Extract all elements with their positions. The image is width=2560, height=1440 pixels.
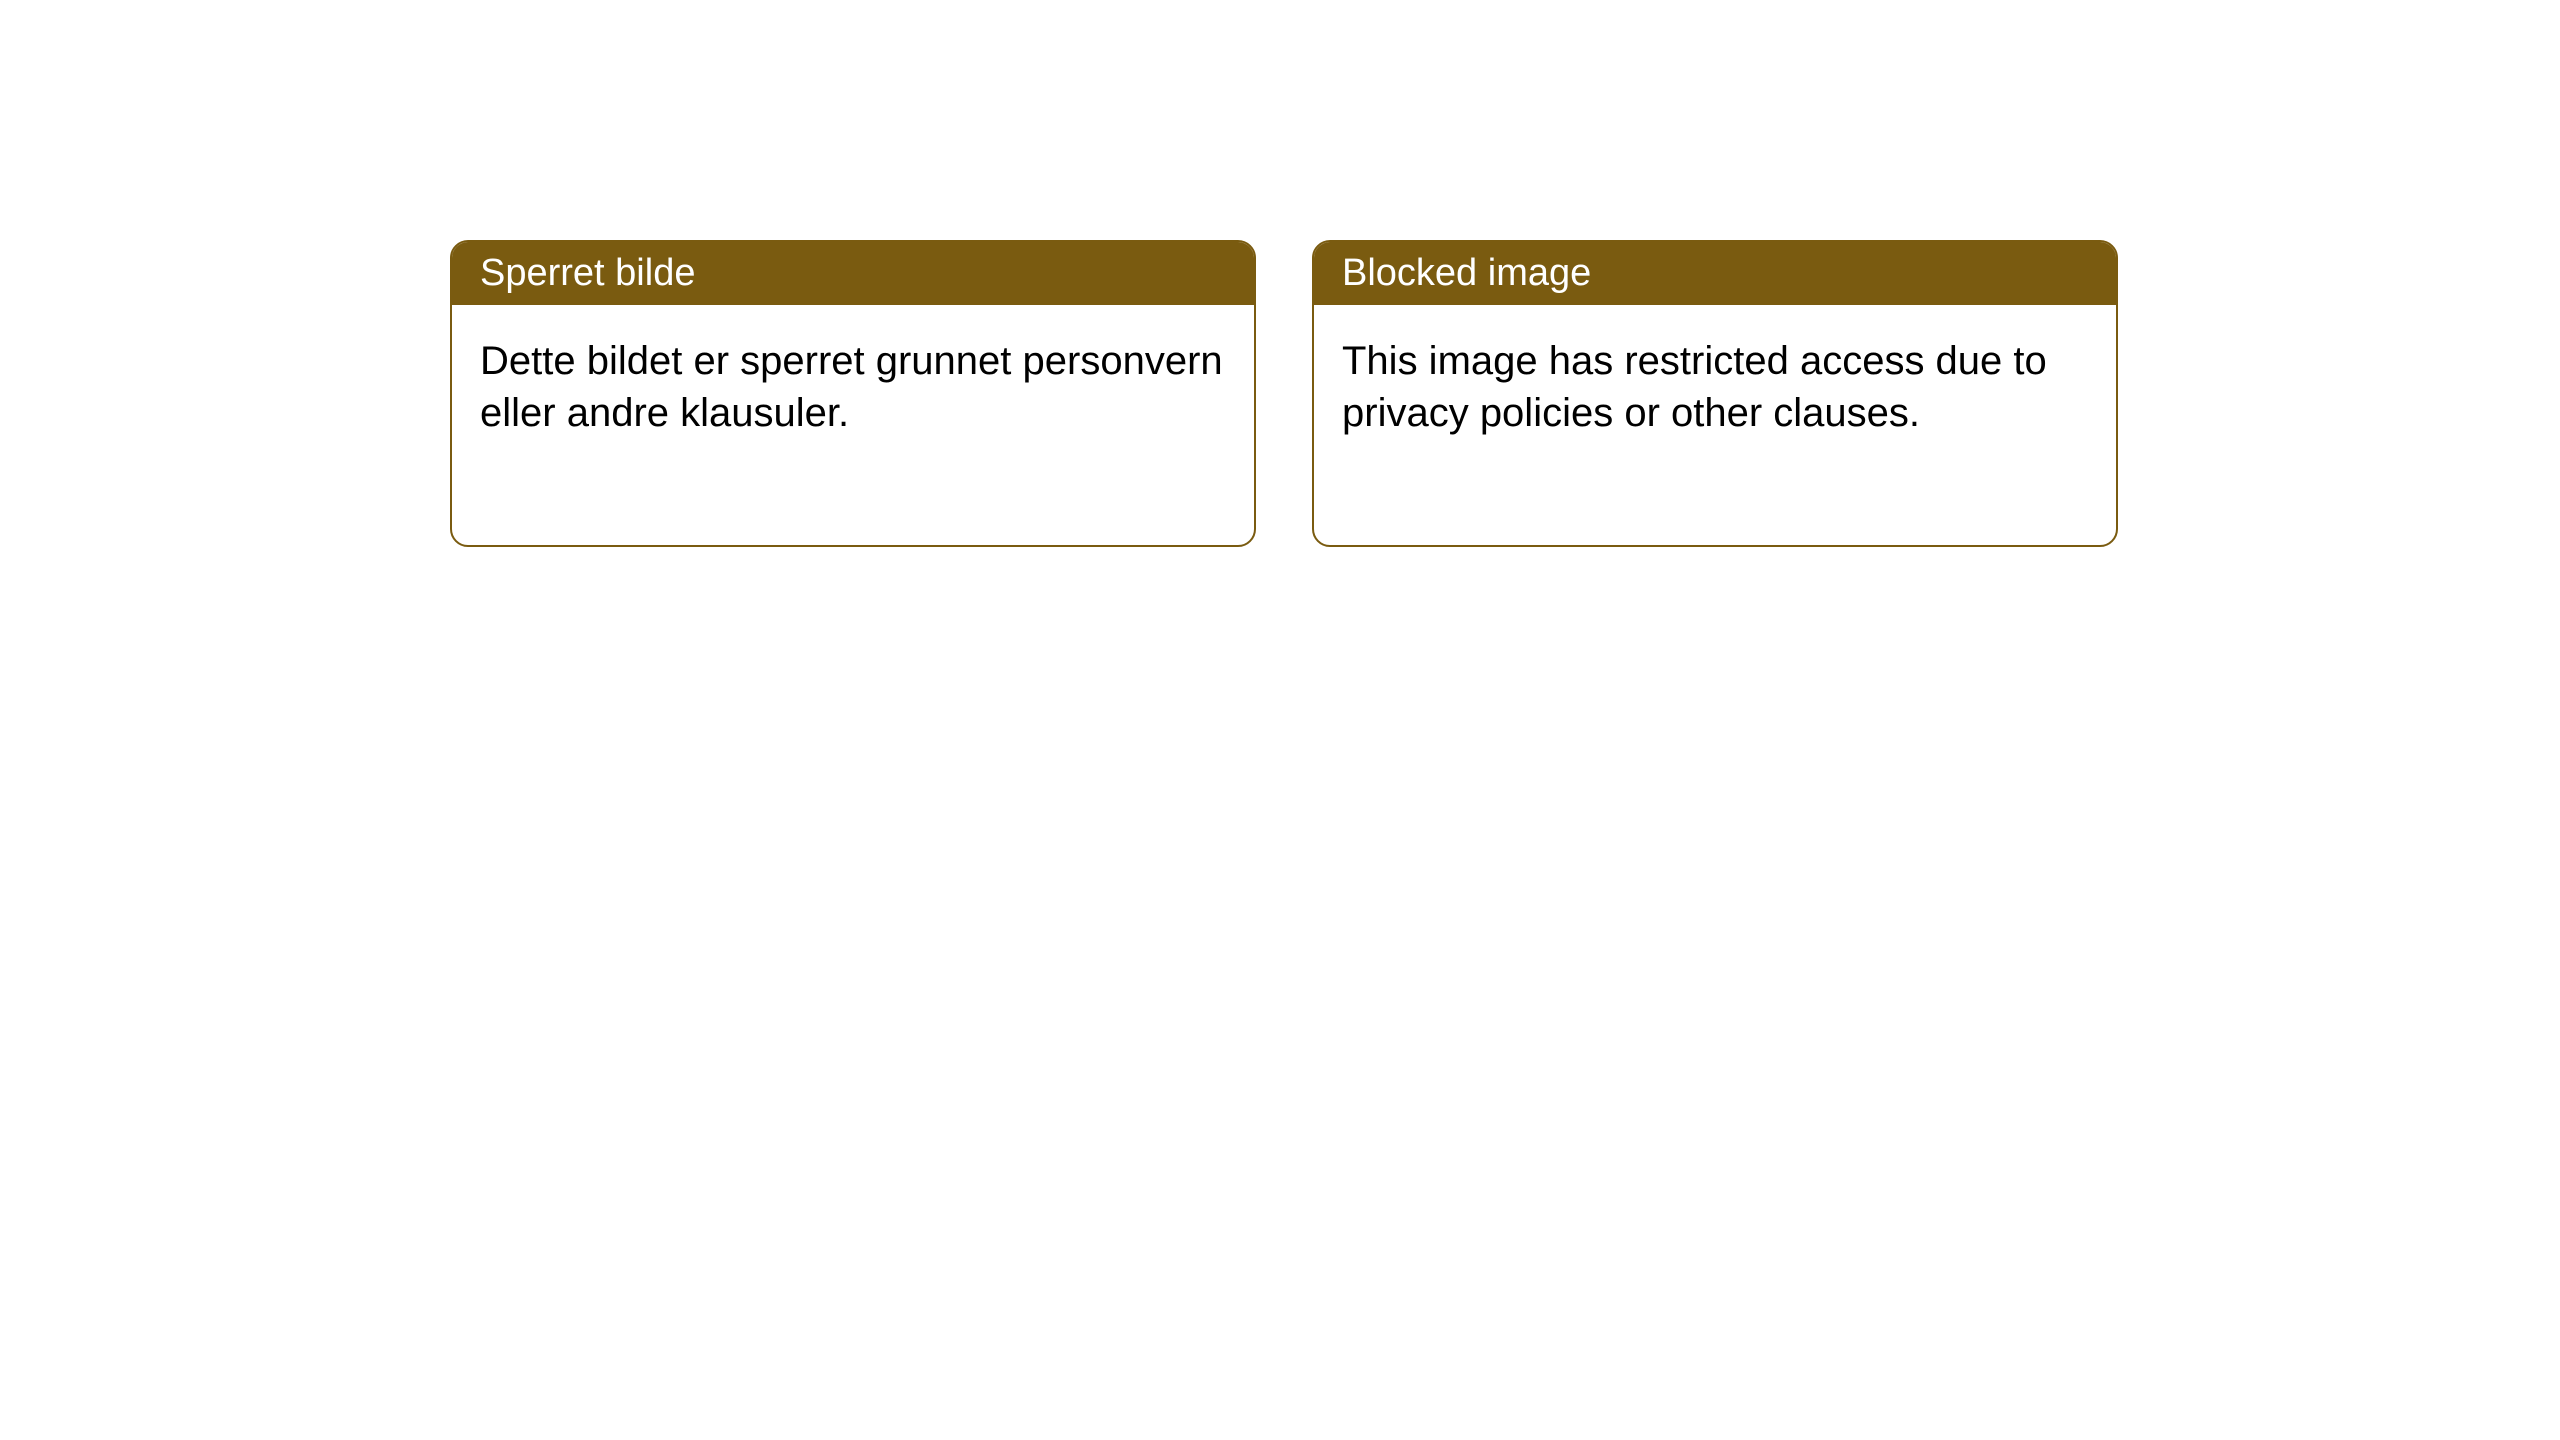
notice-card-header: Blocked image: [1314, 242, 2116, 305]
notice-card-body: This image has restricted access due to …: [1314, 305, 2116, 545]
notice-cards-container: Sperret bilde Dette bildet er sperret gr…: [450, 240, 2118, 547]
notice-card-body: Dette bildet er sperret grunnet personve…: [452, 305, 1254, 545]
notice-card-header: Sperret bilde: [452, 242, 1254, 305]
notice-card-english: Blocked image This image has restricted …: [1312, 240, 2118, 547]
notice-card-norwegian: Sperret bilde Dette bildet er sperret gr…: [450, 240, 1256, 547]
